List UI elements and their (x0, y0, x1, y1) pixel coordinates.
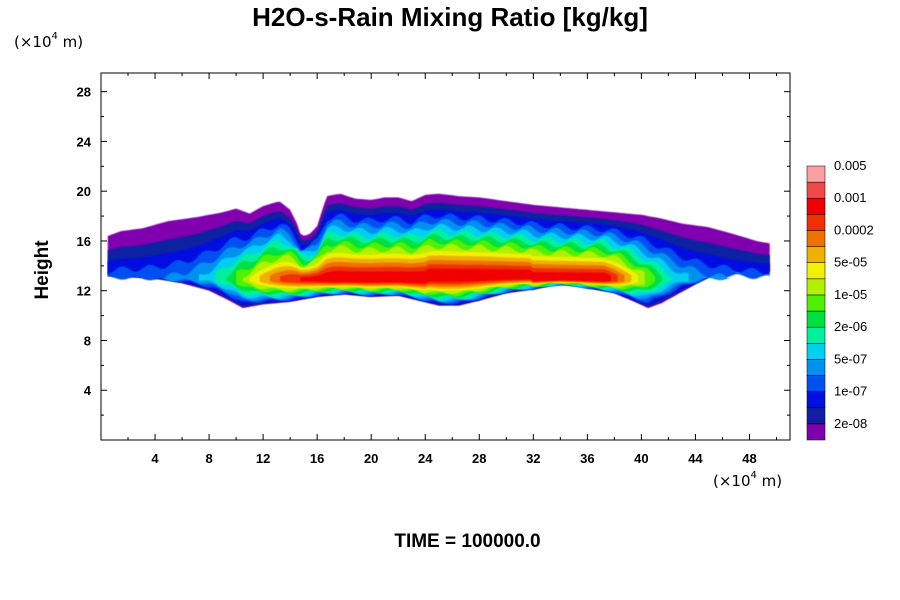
chart-title: H2O-s-Rain Mixing Ratio [kg/kg] (252, 2, 648, 32)
colorbar-label: 1e-05 (834, 287, 867, 302)
x-tick-label: 48 (742, 451, 756, 466)
colorbar-cell (806, 423, 826, 441)
colorbar-label: 0.0002 (834, 222, 874, 237)
y-tick-label: 12 (77, 284, 91, 299)
x-tick-label: 32 (526, 451, 540, 466)
colorbar-label: 5e-07 (834, 351, 867, 366)
x-tick-label: 24 (418, 451, 433, 466)
x-unit-prefix: (×10 (713, 472, 751, 490)
colorbar-cell (806, 375, 826, 392)
colorbar-cell (806, 262, 826, 280)
colorbar-cell (806, 214, 826, 231)
colorbar-cell (806, 278, 826, 296)
y-tick-label: 16 (77, 234, 91, 249)
x-unit-exponent: 4 (750, 470, 757, 481)
x-tick-label: 40 (634, 451, 648, 466)
colorbar-cell (806, 294, 826, 312)
x-tick-label: 20 (364, 451, 378, 466)
plot-frame (100, 72, 791, 441)
time-label: TIME = 100000.0 (394, 531, 541, 552)
colorbar-cell (806, 391, 826, 409)
colorbar-label: 5e-05 (834, 255, 867, 270)
colorbar-label: 2e-06 (834, 319, 867, 334)
x-unit-suffix: m) (756, 472, 783, 490)
colorbar-cell (806, 181, 826, 199)
x-tick-label: 36 (580, 451, 594, 466)
x-tick-label: 4 (151, 451, 159, 466)
field-contour-band (300, 268, 611, 284)
y-unit-exponent: 4 (51, 31, 58, 42)
colorbar-cell (806, 310, 826, 328)
mixing-ratio-field (107, 193, 770, 309)
x-tick-label: 8 (205, 451, 212, 466)
colorbar-cell (806, 197, 826, 215)
x-tick-label: 44 (688, 451, 703, 466)
colorbar-label: 0.001 (834, 190, 867, 205)
y-tick-label: 8 (84, 333, 91, 348)
colorbar-cell (806, 359, 826, 376)
colorbar-cell (806, 165, 826, 183)
y-tick-label: 4 (84, 383, 92, 398)
colorbar-cell (806, 407, 826, 425)
colorbar-cell (806, 246, 826, 263)
colorbar-cell (806, 343, 826, 360)
y-tick-label: 24 (77, 134, 92, 149)
y-tick-label: 20 (77, 184, 91, 199)
y-unit-suffix: m) (57, 33, 84, 51)
y-unit-label: (×104 m) (14, 31, 84, 51)
colorbar: 2e-08 1e-07 5e-07 2e-06 1e-05 5e-05 0.0002 0.00… (806, 158, 874, 441)
y-unit-prefix: (×10 (14, 33, 52, 51)
colorbar-label: 1e-07 (834, 384, 867, 399)
colorbar-label: 0.005 (834, 158, 867, 173)
colorbar-label: 2e-08 (834, 416, 867, 431)
colorbar-cell (806, 326, 826, 344)
x-tick-label: 16 (310, 451, 324, 466)
x-unit-label: (×104 m) (713, 470, 783, 490)
x-tick-label: 28 (472, 451, 486, 466)
colorbar-cell (806, 230, 826, 247)
x-tick-label: 12 (256, 451, 270, 466)
y-tick-label: 28 (77, 85, 91, 100)
